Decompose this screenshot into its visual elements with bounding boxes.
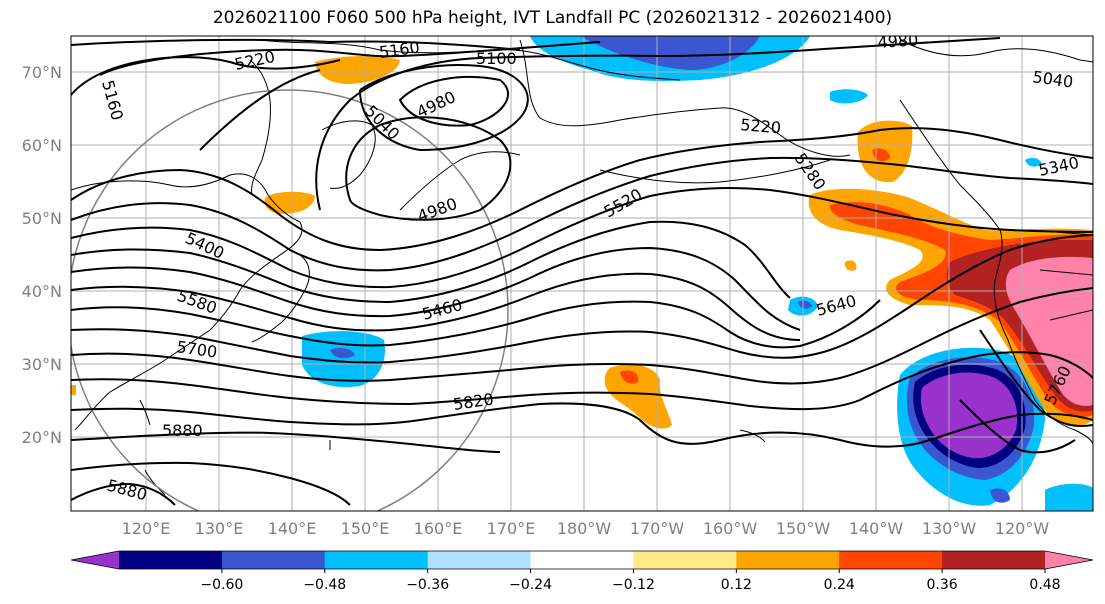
colorbar-tick-label: −0.24 [509, 577, 552, 593]
colorbar-segment [221, 551, 326, 569]
colorbar-segment [839, 551, 943, 569]
range-circle [71, 89, 509, 511]
lat-label: 20°N [22, 428, 62, 447]
colorbar: −0.60 −0.48 −0.36 −0.24 −0.12 0.12 0.24 0.36 0.4… [70, 550, 1094, 593]
lon-label: 140°E [268, 519, 317, 538]
lon-label: 140°W [849, 519, 904, 538]
latitude-labels: 70°N 60°N 50°N 40°N 30°N 20°N [22, 63, 62, 447]
map-frame [70, 35, 1094, 512]
colorbar-tick-label: 0.12 [721, 577, 752, 593]
colorbar-tick-label: 0.24 [824, 577, 855, 593]
colorbar-segment [119, 551, 223, 569]
colorbar-segment [324, 551, 429, 569]
colorbar-tick-label: −0.60 [200, 577, 243, 593]
lon-label: 120°E [122, 519, 171, 538]
lat-label: 40°N [22, 282, 62, 301]
lon-label: 150°W [776, 519, 831, 538]
colorbar-tick-label: −0.12 [612, 577, 655, 593]
colorbar-outline [70, 550, 1094, 570]
contour-label: 5220 [740, 115, 782, 137]
lat-label: 50°N [22, 209, 62, 228]
colorbar-segment [633, 551, 737, 569]
lon-label: 170°E [487, 519, 536, 538]
colorbar-tick-label: 0.36 [927, 577, 958, 593]
colorbar-tick-label: 0.48 [1029, 577, 1060, 593]
lon-label: 170°W [630, 519, 685, 538]
lon-label: 180°W [557, 519, 612, 538]
lon-label: 130°W [922, 519, 977, 538]
height-contours [71, 37, 1093, 506]
contour-label: 4980 [877, 30, 919, 52]
map-area: 5220 5160 5100 4980 5040 5160 4980 5040 … [71, 30, 1093, 511]
lon-label: 150°E [341, 519, 390, 538]
lon-label: 160°W [703, 519, 758, 538]
longitude-labels: 120°E 130°E 140°E 150°E 160°E 170°E 180°… [122, 519, 1050, 538]
graticule [71, 36, 1093, 511]
lat-label: 30°N [22, 355, 62, 374]
colorbar-segment [942, 551, 1046, 569]
colorbar-extend-high [1045, 551, 1093, 569]
colorbar-segment [736, 551, 840, 569]
lon-label: 160°E [414, 519, 463, 538]
lon-label: 130°E [195, 519, 244, 538]
colorbar-segment [530, 551, 634, 569]
lon-label: 120°W [995, 519, 1050, 538]
contour-label: 5880 [162, 421, 203, 440]
contour-label: 5100 [476, 49, 517, 68]
colorbar-tick-label: −0.48 [303, 577, 346, 593]
colorbar-tick-label: −0.36 [406, 577, 449, 593]
lat-label: 70°N [22, 63, 62, 82]
lat-label: 60°N [22, 136, 62, 155]
colorbar-segment [427, 551, 532, 569]
colorbar-extend-low [71, 551, 119, 569]
map-title: 2026021100 F060 500 hPa height, IVT Land… [212, 8, 893, 28]
